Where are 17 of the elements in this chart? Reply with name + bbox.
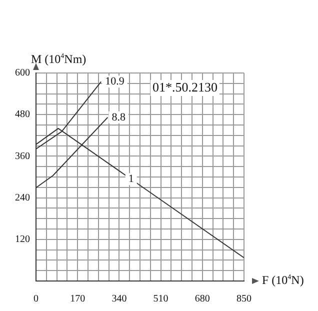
x-tick-label: 510 [153,294,168,305]
y-axis-title: M (10$^{4}$Nm) [31,52,86,67]
y-tick-label: 120 [15,234,30,246]
series-label: 10.9 [105,76,125,88]
series-label: 8.8 [112,111,126,124]
x-tick-label: 170 [70,294,86,305]
annotation: 01*.50.2130 [152,79,218,94]
x-tick-label: 680 [194,294,210,305]
x-tick-label: 340 [112,294,127,305]
y-tick-label: 360 [15,150,30,162]
y-tick-label: 480 [15,109,30,120]
series-label: 1 [128,173,134,186]
y-tick-label: 600 [15,68,30,79]
x-tick-label: 850 [236,294,252,305]
y-tick-label: 240 [15,192,30,204]
x-tick-label: 0 [34,294,38,305]
x-axis-title: F (10$^{4}$N) [262,273,304,288]
